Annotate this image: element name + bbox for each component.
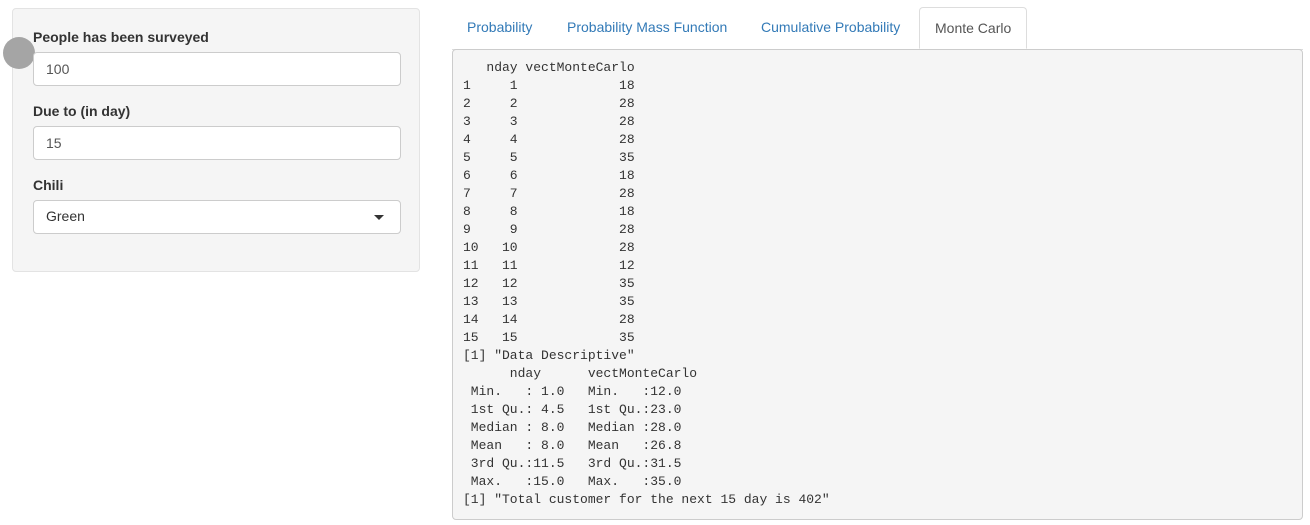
output-line: 2 2 28 (463, 96, 635, 111)
output-line: 6 6 18 (463, 168, 635, 183)
people-surveyed-label: People has been surveyed (33, 29, 209, 45)
output-line: 4 4 28 (463, 132, 635, 147)
output-line: 1 1 18 (463, 78, 635, 93)
output-line: Median : 8.0 Median :28.0 (463, 420, 698, 435)
chili-label: Chili (33, 177, 64, 193)
output-line: 11 11 12 (463, 258, 635, 273)
output-line: nday vectMonteCarlo (463, 60, 635, 75)
output-line: nday vectMonteCarlo (463, 366, 698, 381)
output-line: 7 7 28 (463, 186, 635, 201)
monte-carlo-output: nday vectMonteCarlo 1 1 18 2 2 28 3 3 28… (452, 49, 1303, 520)
output-line: 3rd Qu.:11.5 3rd Qu.:31.5 (463, 456, 698, 471)
due-days-label: Due to (in day) (33, 103, 131, 119)
output-line: 9 9 28 (463, 222, 635, 237)
output-line: 10 10 28 (463, 240, 635, 255)
tab-probability[interactable]: Probability (467, 19, 533, 35)
tab-cumulative-probability[interactable]: Cumulative Probability (761, 19, 901, 35)
output-line: 15 15 35 (463, 330, 635, 345)
output-line: 1st Qu.: 4.5 1st Qu.:23.0 (463, 402, 698, 417)
output-line: 14 14 28 (463, 312, 635, 327)
output-line: 8 8 18 (463, 204, 635, 219)
chevron-down-icon (374, 215, 384, 220)
output-line: 5 5 35 (463, 150, 635, 165)
output-line: 13 13 35 (463, 294, 635, 309)
output-line: [1] "Data Descriptive" (463, 348, 635, 363)
tab-probability-mass-function[interactable]: Probability Mass Function (567, 19, 728, 35)
output-line: [1] "Total customer for the next 15 day … (463, 492, 830, 507)
people-surveyed-input[interactable] (33, 52, 401, 86)
due-days-input[interactable] (33, 126, 401, 160)
sidebar-panel: People has been surveyed Due to (in day)… (3, 8, 420, 272)
chili-select[interactable]: Green (33, 200, 401, 234)
slider-handle[interactable] (3, 37, 35, 69)
output-line: Max. :15.0 Max. :35.0 (463, 474, 698, 489)
output-line: 12 12 35 (463, 276, 635, 291)
tab-bar: Probability Probability Mass Function Cu… (452, 7, 1303, 50)
chili-select-value: Green (46, 208, 85, 224)
output-line: 3 3 28 (463, 114, 635, 129)
tab-monte-carlo[interactable]: Monte Carlo (919, 7, 1028, 49)
output-line: Mean : 8.0 Mean :26.8 (463, 438, 698, 453)
output-line: Min. : 1.0 Min. :12.0 (463, 384, 698, 399)
